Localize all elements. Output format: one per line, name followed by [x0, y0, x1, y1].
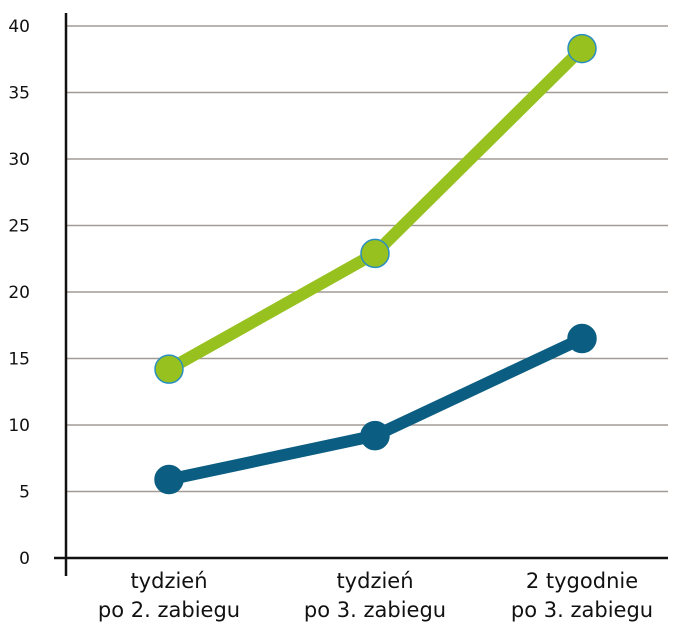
series-line — [163, 42, 588, 376]
data-point — [154, 354, 184, 384]
x-category-label-line: tydzień — [130, 569, 207, 593]
x-category-label: tydzień po 2. zabiegu — [98, 569, 240, 622]
y-axis-ticks: 0 5 10 15 20 25 30 35 40 — [8, 17, 30, 569]
y-tick-label: 35 — [8, 84, 30, 104]
x-category-label: tydzień po 3. zabiegu — [304, 569, 446, 622]
x-category-label-line: 2 tygodnie — [526, 569, 638, 593]
x-category-label-line: po 3. zabiegu — [304, 598, 446, 622]
axes — [54, 13, 668, 576]
series-1 — [154, 323, 597, 495]
data-point — [567, 33, 597, 64]
y-tick-label: 10 — [8, 416, 30, 436]
y-tick-label: 25 — [8, 217, 30, 237]
y-tick-label: 20 — [8, 283, 30, 303]
x-category-label-line: po 2. zabiegu — [98, 598, 240, 622]
y-tick-label: 15 — [8, 350, 30, 370]
x-axis-labels: tydzień po 2. zabiegu tydzień po 3. zabiegu… — [98, 569, 653, 622]
y-tick-label: 40 — [8, 17, 30, 37]
data-point — [360, 420, 390, 451]
data-point — [567, 323, 597, 354]
series-line — [163, 332, 588, 486]
y-tick-label: 30 — [8, 150, 30, 170]
series-layer — [154, 33, 597, 495]
series-0 — [154, 33, 597, 384]
x-category-label: 2 tygodnie po 3. zabiegu — [511, 569, 653, 622]
data-point — [360, 238, 390, 269]
data-point — [154, 464, 184, 495]
x-category-label-line: po 3. zabiegu — [511, 598, 653, 622]
x-category-label-line: tydzień — [336, 569, 413, 593]
y-tick-label: 0 — [19, 549, 30, 569]
y-tick-label: 5 — [19, 483, 30, 503]
